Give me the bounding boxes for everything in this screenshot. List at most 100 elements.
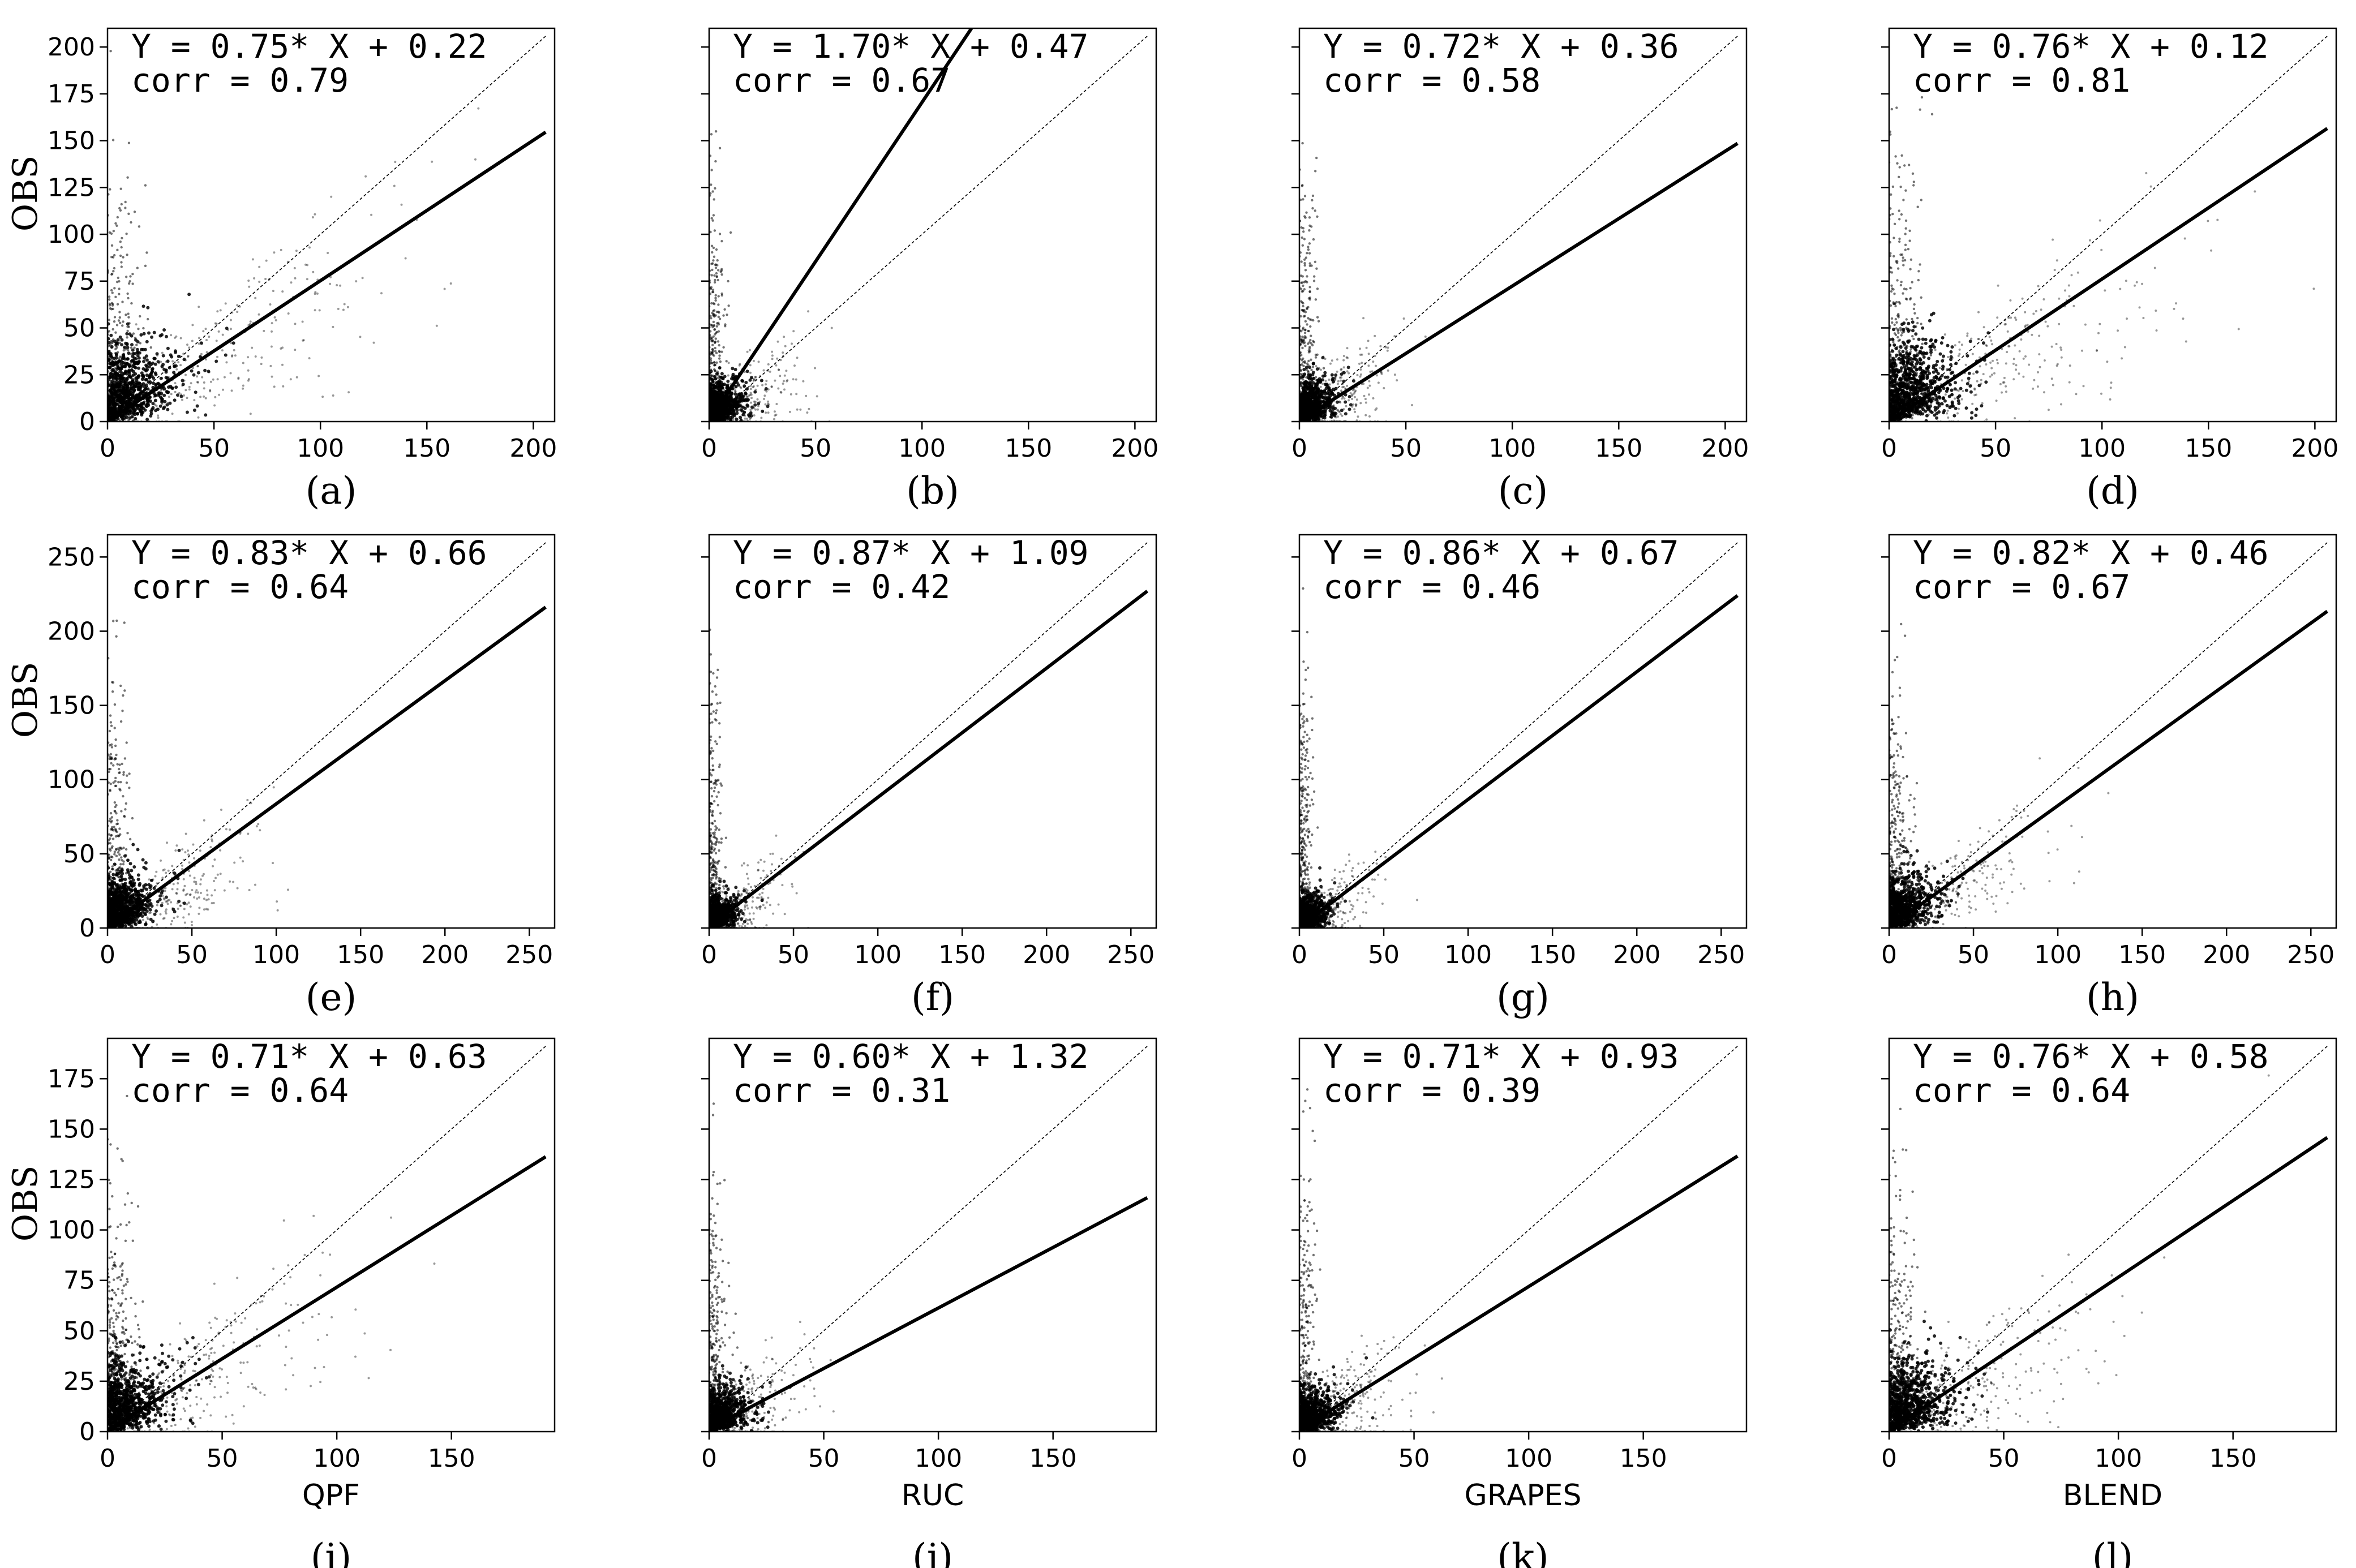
plot-frame	[106, 27, 556, 423]
x-tick-label: 100	[854, 940, 902, 969]
x-tick-label: 200	[1613, 940, 1660, 969]
panel-label: (k)	[1497, 1536, 1549, 1568]
x-tick-label: 100	[313, 1444, 361, 1473]
x-tick-label: 100	[2095, 1444, 2142, 1473]
x-tick-label: 250	[1107, 940, 1155, 969]
panel-i: 0 50 100 150 0 25 50 75 100 125 150 175 OBS QPF Y = 0.…	[6, 1037, 556, 1568]
y-tick-label: 100	[48, 766, 95, 794]
x-tick-label: 200	[2203, 940, 2250, 969]
regression-line	[709, 590, 1149, 928]
x-tick-label: 50	[1988, 1444, 2020, 1473]
correlation-label: corr = 0.64	[1913, 1071, 2130, 1110]
x-tick-label: 50	[1390, 434, 1422, 463]
correlation-label: corr = 0.67	[1913, 568, 2130, 606]
scatter-points	[1889, 622, 2110, 928]
y-axis-label: OBS	[6, 662, 45, 738]
y-tick-label: 0	[79, 407, 95, 436]
x-tick-label: 200	[1111, 434, 1158, 463]
scatter-points	[709, 130, 833, 422]
identity-line	[108, 1046, 546, 1432]
x-tick-label: 0	[1881, 434, 1897, 463]
x-tick-label: 200	[1701, 434, 1749, 463]
x-tick-label: 50	[198, 434, 230, 463]
plot-frame	[708, 534, 1157, 929]
regression-line	[1889, 1136, 2328, 1432]
scatter-points	[108, 1094, 436, 1432]
regression-equation: Y = 0.72* X + 0.36	[1323, 27, 1679, 66]
x-tick-label: 100	[1488, 434, 1536, 463]
regression-line	[108, 1155, 547, 1432]
correlation-label: corr = 0.81	[1913, 61, 2130, 100]
panel-label: (e)	[306, 976, 357, 1019]
correlation-label: corr = 0.64	[131, 1071, 349, 1110]
x-tick-label: 50	[207, 1444, 238, 1473]
scatter-points	[1299, 1088, 1443, 1432]
x-tick-label: 0	[100, 1444, 115, 1473]
y-tick-label: 50	[63, 840, 95, 869]
y-axis-label: OBS	[6, 156, 45, 231]
y-tick-label: 150	[48, 127, 95, 156]
regression-equation: Y = 0.75* X + 0.22	[131, 27, 487, 66]
regression-line	[1889, 127, 2328, 422]
y-tick-label: 125	[48, 1165, 95, 1194]
correlation-label: corr = 0.31	[733, 1071, 950, 1110]
plot-frame	[708, 27, 1157, 423]
regression-equation: Y = 0.87* X + 1.09	[733, 534, 1089, 572]
plot-frame	[708, 1037, 1157, 1433]
regression-equation: Y = 0.71* X + 0.63	[131, 1037, 487, 1076]
scatter-points	[108, 619, 289, 928]
panel-label: (a)	[306, 469, 357, 513]
correlation-label: corr = 0.67	[733, 61, 950, 100]
x-tick-label: 50	[808, 1444, 840, 1473]
y-axis-label: OBS	[6, 1166, 45, 1241]
regression-line	[1889, 609, 2328, 928]
x-tick-label: 200	[509, 434, 557, 463]
panel-label: (j)	[912, 1536, 953, 1568]
x-axis-label: BLEND	[2063, 1479, 2162, 1513]
correlation-label: corr = 0.46	[1323, 568, 1540, 606]
x-tick-label: 150	[1620, 1444, 1667, 1473]
panel-e: 0 50 100 150 200 250 0 50 100 150 200 250 OBS Y = 0.8…	[6, 534, 556, 1019]
x-tick-label: 0	[701, 434, 717, 463]
x-tick-label: 150	[1529, 940, 1576, 969]
regression-equation: Y = 0.83* X + 0.66	[131, 534, 487, 572]
scatter-points	[1299, 141, 1427, 422]
regression-line	[108, 130, 547, 422]
plot-frame	[1888, 534, 2337, 929]
scatter-points	[709, 1102, 835, 1432]
x-tick-label: 50	[1980, 434, 2011, 463]
x-tick-label: 100	[915, 1444, 962, 1473]
y-tick-label: 150	[48, 691, 95, 720]
scatter-points	[1889, 96, 2315, 422]
x-tick-label: 200	[421, 940, 469, 969]
x-tick-label: 0	[701, 940, 717, 969]
correlation-label: corr = 0.64	[131, 568, 349, 606]
identity-line	[1889, 542, 2328, 928]
identity-line	[108, 36, 546, 422]
identity-line	[1889, 36, 2328, 422]
regression-equation: Y = 1.70* X + 0.47	[733, 27, 1089, 66]
x-tick-label: 0	[1881, 1444, 1897, 1473]
correlation-label: corr = 0.39	[1323, 1071, 1540, 1110]
x-tick-label: 0	[701, 1444, 717, 1473]
x-tick-label: 50	[800, 434, 831, 463]
x-tick-label: 250	[1697, 940, 1745, 969]
x-tick-label: 0	[1881, 940, 1897, 969]
plot-frame	[1888, 27, 2337, 423]
x-axis-label: GRAPES	[1464, 1479, 1581, 1513]
plot-frame	[106, 534, 556, 929]
x-tick-label: 50	[1958, 940, 1989, 969]
x-tick-label: 100	[2034, 940, 2082, 969]
identity-line	[1889, 1046, 2328, 1432]
x-tick-label: 250	[505, 940, 553, 969]
regression-line	[1299, 1154, 1739, 1432]
x-tick-label: 100	[898, 434, 946, 463]
y-tick-label: 250	[48, 543, 95, 572]
y-tick-label: 200	[48, 33, 95, 62]
